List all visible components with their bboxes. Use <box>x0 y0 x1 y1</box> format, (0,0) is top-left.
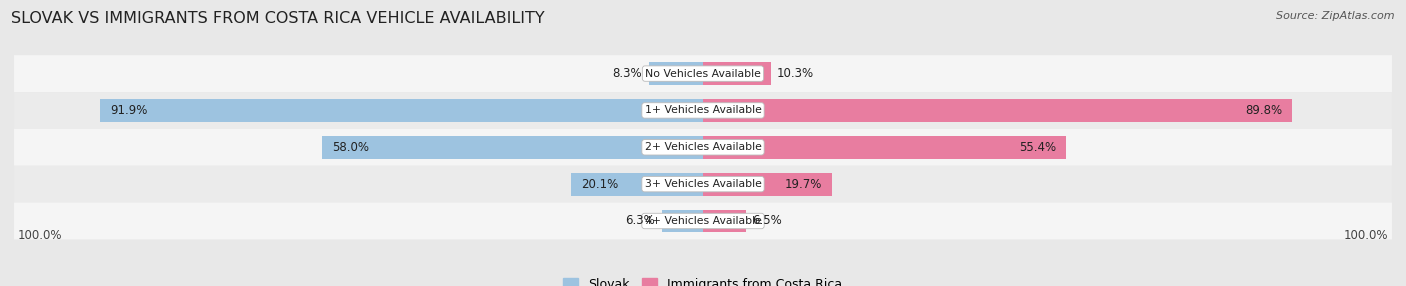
Bar <box>703 136 1067 159</box>
FancyBboxPatch shape <box>14 202 1392 239</box>
Text: 100.0%: 100.0% <box>17 229 62 242</box>
Bar <box>648 62 703 85</box>
Text: 2+ Vehicles Available: 2+ Vehicles Available <box>644 142 762 152</box>
Bar <box>703 99 1292 122</box>
Bar <box>322 136 703 159</box>
Text: 3+ Vehicles Available: 3+ Vehicles Available <box>644 179 762 189</box>
Bar <box>703 62 770 85</box>
Text: 10.3%: 10.3% <box>778 67 814 80</box>
Bar <box>571 173 703 196</box>
Bar <box>703 210 745 233</box>
Bar <box>703 173 832 196</box>
Text: 20.1%: 20.1% <box>581 178 619 191</box>
Text: 8.3%: 8.3% <box>613 67 643 80</box>
Text: 58.0%: 58.0% <box>332 141 370 154</box>
FancyBboxPatch shape <box>14 92 1392 129</box>
Text: 19.7%: 19.7% <box>785 178 823 191</box>
FancyBboxPatch shape <box>14 129 1392 166</box>
Text: Source: ZipAtlas.com: Source: ZipAtlas.com <box>1277 11 1395 21</box>
Text: 91.9%: 91.9% <box>110 104 148 117</box>
FancyBboxPatch shape <box>14 55 1392 92</box>
Bar <box>662 210 703 233</box>
Text: No Vehicles Available: No Vehicles Available <box>645 69 761 79</box>
Legend: Slovak, Immigrants from Costa Rica: Slovak, Immigrants from Costa Rica <box>564 277 842 286</box>
Text: 89.8%: 89.8% <box>1246 104 1282 117</box>
Text: 55.4%: 55.4% <box>1019 141 1057 154</box>
Text: 100.0%: 100.0% <box>1344 229 1389 242</box>
Text: 1+ Vehicles Available: 1+ Vehicles Available <box>644 106 762 116</box>
Text: 6.3%: 6.3% <box>626 214 655 227</box>
Text: 4+ Vehicles Available: 4+ Vehicles Available <box>644 216 762 226</box>
FancyBboxPatch shape <box>14 166 1392 202</box>
Bar <box>100 99 703 122</box>
Text: 6.5%: 6.5% <box>752 214 782 227</box>
Text: SLOVAK VS IMMIGRANTS FROM COSTA RICA VEHICLE AVAILABILITY: SLOVAK VS IMMIGRANTS FROM COSTA RICA VEH… <box>11 11 546 26</box>
